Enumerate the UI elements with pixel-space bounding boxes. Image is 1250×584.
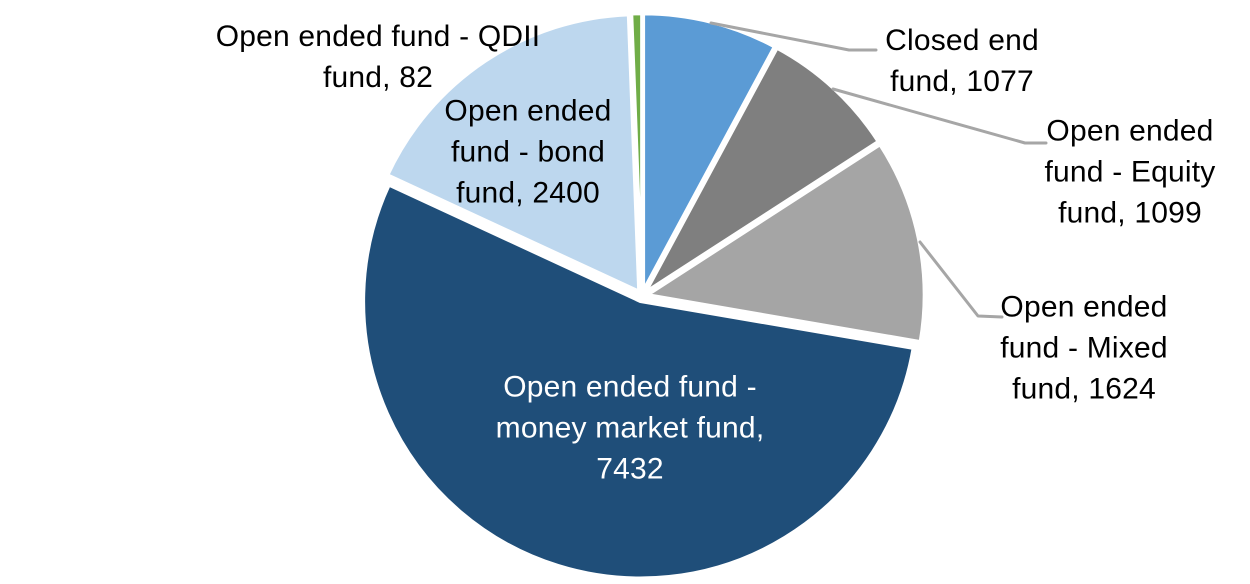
label-line: fund - Mixed xyxy=(1000,331,1168,365)
label-line: fund, 1077 xyxy=(890,65,1034,98)
label-line: fund - Equity xyxy=(1044,155,1216,189)
pie-slice-mixed-fund xyxy=(645,142,927,344)
data-label-bond-fund: Open ended fund - bond fund, 2400 xyxy=(444,91,611,214)
data-label-closed-end-fund: Closed end fund, 1077 xyxy=(885,20,1039,102)
data-label-money-market-fund: Open ended fund - money market fund, 743… xyxy=(496,367,765,490)
label-line: Open ended fund - xyxy=(503,370,757,404)
data-label-mixed-fund: Open ended fund - Mixed fund, 1624 xyxy=(1000,287,1167,410)
leader-line-closed-end-fund xyxy=(709,21,878,52)
label-line: Open ended xyxy=(444,94,612,128)
label-line: fund, 2400 xyxy=(456,176,600,210)
leader-line-equity-fund xyxy=(831,87,1048,145)
label-line: Closed end xyxy=(885,24,1039,57)
pie-slice-money-market-fund xyxy=(361,183,916,580)
label-line: Open ended xyxy=(1000,290,1168,324)
label-line: 7432 xyxy=(596,452,664,486)
data-label-equity-fund: Open ended fund - Equity fund, 1099 xyxy=(1044,111,1215,234)
label-line: fund - bond xyxy=(451,135,605,169)
label-line: Open ended fund - QDII xyxy=(215,20,541,53)
label-line: fund, 1624 xyxy=(1012,372,1156,406)
label-line: Open ended xyxy=(1046,114,1214,148)
data-label-qdii-fund: Open ended fund - QDII fund, 82 xyxy=(216,16,541,98)
label-line: fund, 1099 xyxy=(1058,196,1202,230)
pie-slice-qdii-fund xyxy=(629,11,644,293)
leader-line-mixed-fund xyxy=(918,240,1004,319)
pie-slice-bond-fund xyxy=(385,12,641,294)
label-line: money market fund, xyxy=(495,411,765,445)
